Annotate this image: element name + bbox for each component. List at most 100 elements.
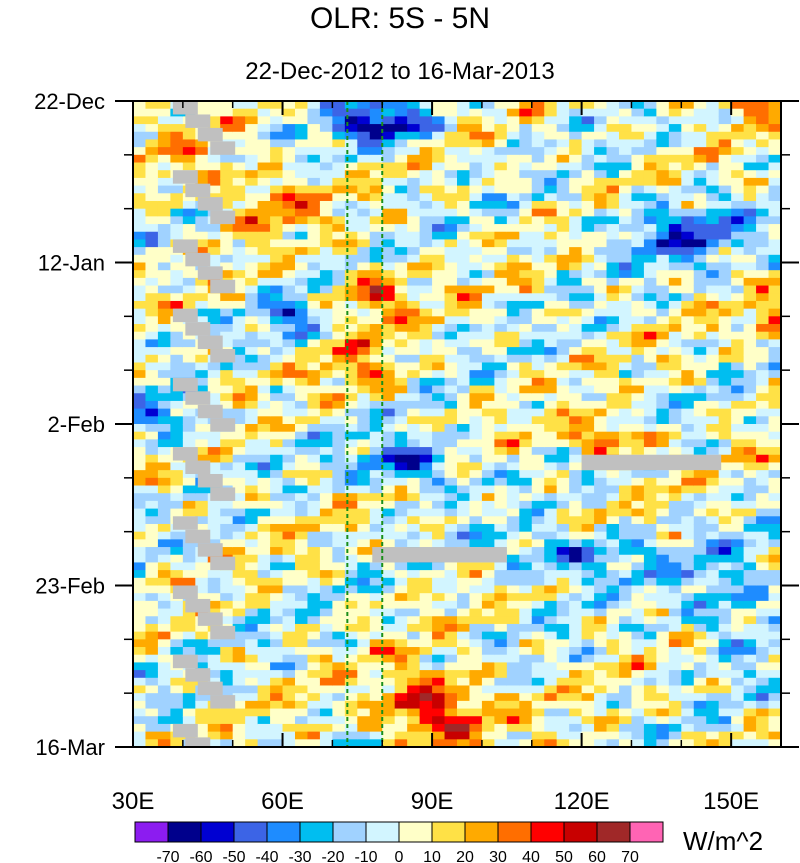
heatmap-cell <box>369 654 383 663</box>
heatmap-cell <box>182 708 196 717</box>
heatmap-cell <box>307 685 321 694</box>
heatmap-cell <box>743 723 757 733</box>
heatmap-cell <box>382 654 396 663</box>
heatmap-cell <box>282 616 296 625</box>
heatmap-cell <box>332 193 346 202</box>
heatmap-cell <box>544 508 558 517</box>
heatmap-cell <box>432 639 446 648</box>
heatmap-cell <box>581 547 595 556</box>
heatmap-cell <box>182 193 196 202</box>
heatmap-cell <box>357 424 371 433</box>
heatmap-cell <box>157 224 171 233</box>
heatmap-cell <box>581 623 595 633</box>
heatmap-cell <box>506 239 520 248</box>
heatmap-cell <box>581 447 595 456</box>
heatmap-cell <box>594 385 608 394</box>
heatmap-cell <box>419 339 433 348</box>
heatmap-cell <box>569 616 583 625</box>
heatmap-cell <box>344 224 358 233</box>
heatmap-cell <box>519 439 533 448</box>
heatmap-cell <box>282 677 296 687</box>
heatmap-cell <box>668 500 682 510</box>
heatmap-cell <box>245 370 259 379</box>
heatmap-cell <box>157 739 171 747</box>
heatmap-cell <box>469 362 483 371</box>
heatmap-cell <box>606 254 620 264</box>
heatmap-cell <box>668 277 682 287</box>
colorbar-units: W/m^2 <box>683 826 763 856</box>
heatmap-cell <box>668 208 682 217</box>
heatmap-cell <box>619 500 633 510</box>
heatmap-cell <box>207 231 221 241</box>
heatmap-cell <box>594 139 608 148</box>
heatmap-cell <box>170 331 184 340</box>
heatmap-cell <box>594 593 608 602</box>
heatmap-cell <box>145 116 159 125</box>
heatmap-cell <box>369 377 383 387</box>
heatmap-cell <box>506 500 520 510</box>
heatmap-cell <box>444 254 458 264</box>
heatmap-cell <box>257 224 271 233</box>
heatmap-cell <box>569 639 583 648</box>
heatmap-cell <box>569 285 583 294</box>
heatmap-cell <box>170 400 184 410</box>
heatmap-cell <box>731 685 745 694</box>
heatmap-cell <box>319 623 333 633</box>
heatmap-cell <box>245 362 259 371</box>
missing-data-cell <box>197 612 223 626</box>
heatmap-cell <box>344 693 358 702</box>
heatmap-cell <box>519 731 533 740</box>
heatmap-cell <box>444 316 458 325</box>
heatmap-cell <box>133 447 147 456</box>
heatmap-cell <box>631 324 645 333</box>
heatmap-cell <box>619 193 633 202</box>
heatmap-cell <box>133 547 147 556</box>
heatmap-cell <box>195 723 209 733</box>
heatmap-cell <box>232 723 246 733</box>
heatmap-cell <box>307 424 321 433</box>
heatmap-cell <box>706 270 720 279</box>
heatmap-cell <box>706 416 720 425</box>
heatmap-cell <box>756 593 770 602</box>
heatmap-cell <box>307 516 321 525</box>
heatmap-cell <box>681 131 695 141</box>
heatmap-cell <box>207 462 221 471</box>
heatmap-cell <box>681 608 695 617</box>
heatmap-cell <box>170 616 184 625</box>
heatmap-cell <box>170 270 184 279</box>
heatmap-cell <box>357 677 371 687</box>
heatmap-cell <box>768 324 781 333</box>
heatmap-cell <box>407 462 421 471</box>
heatmap-cell <box>569 385 583 394</box>
heatmap-cell <box>718 370 732 379</box>
heatmap-cell <box>344 339 358 348</box>
heatmap-cell <box>481 101 495 110</box>
heatmap-cell <box>606 577 620 587</box>
heatmap-cell <box>369 393 383 402</box>
heatmap-cell <box>182 216 196 225</box>
heatmap-cell <box>643 577 657 587</box>
heatmap-cell <box>544 400 558 410</box>
heatmap-cell <box>457 224 471 233</box>
heatmap-cell <box>556 547 570 556</box>
heatmap-cell <box>257 139 271 148</box>
heatmap-cell <box>407 439 421 448</box>
heatmap-cell <box>494 224 508 233</box>
heatmap-cell <box>681 593 695 602</box>
heatmap-cell <box>257 716 271 725</box>
heatmap-cell <box>594 331 608 340</box>
heatmap-cell <box>569 139 583 148</box>
heatmap-cell <box>432 170 446 179</box>
heatmap-cell <box>432 300 446 310</box>
heatmap-cell <box>407 485 421 494</box>
heatmap-cell <box>357 454 371 464</box>
heatmap-cell <box>494 116 508 125</box>
missing-data-cell <box>185 252 211 267</box>
heatmap-cell <box>257 231 271 241</box>
heatmap-cell <box>282 124 296 133</box>
heatmap-cell <box>394 231 408 241</box>
heatmap-cell <box>494 408 508 417</box>
heatmap-cell <box>544 593 558 602</box>
heatmap-cell <box>606 608 620 617</box>
heatmap-cell <box>469 708 483 717</box>
